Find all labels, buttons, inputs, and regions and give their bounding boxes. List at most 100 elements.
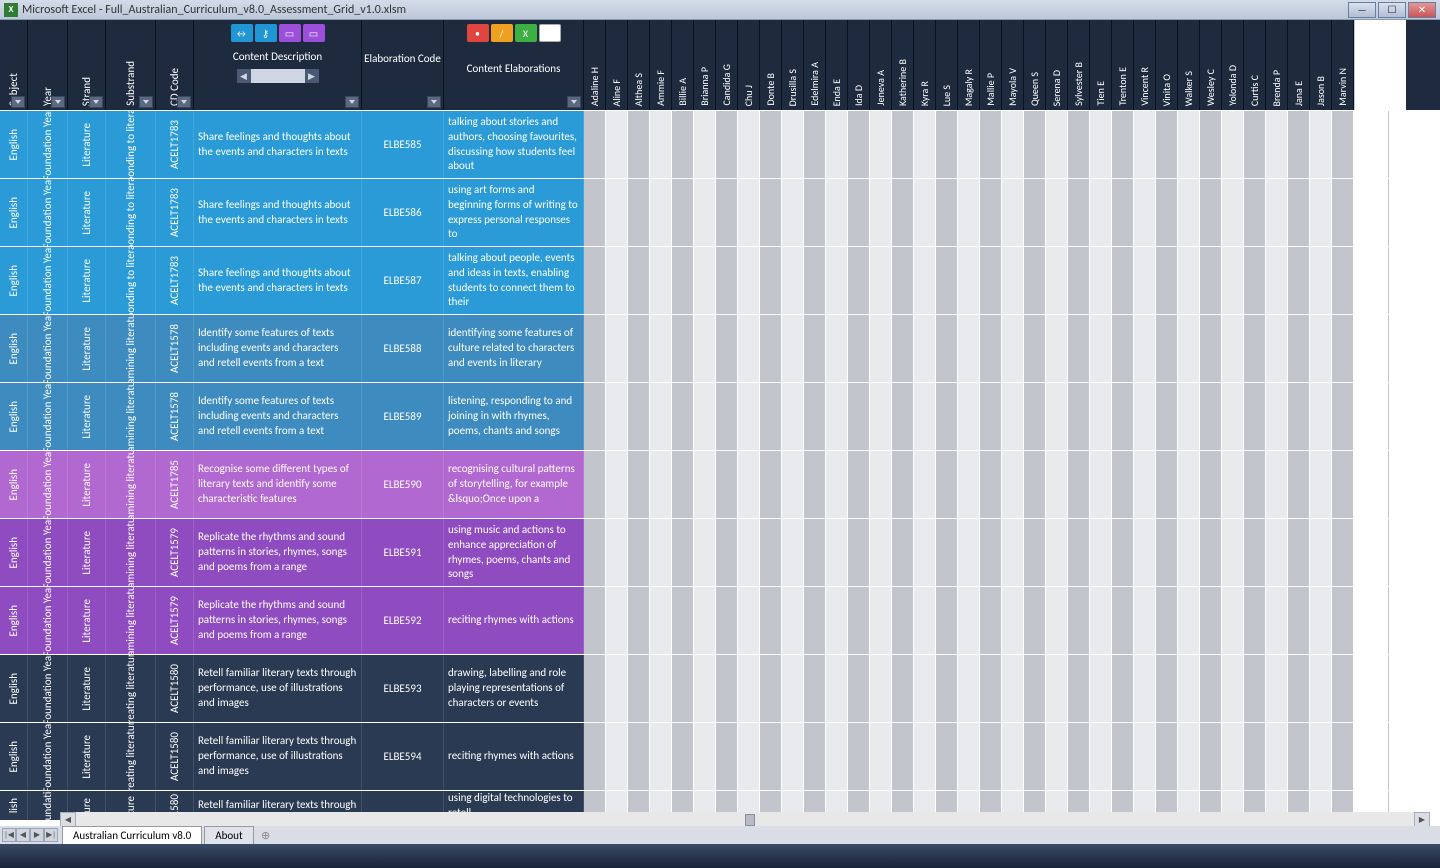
cell[interactable]: Identify some features of texts includin… bbox=[194, 383, 362, 450]
grid-cell[interactable] bbox=[1244, 655, 1266, 722]
grid-cell[interactable] bbox=[672, 519, 694, 586]
grid-cell[interactable] bbox=[1244, 723, 1266, 790]
grid-cell[interactable] bbox=[1156, 383, 1178, 450]
cell[interactable]: identifying some features of culture rel… bbox=[444, 315, 584, 382]
grid-cell[interactable] bbox=[1266, 451, 1288, 518]
grid-cell[interactable] bbox=[1332, 723, 1354, 790]
grid-cell[interactable] bbox=[1090, 519, 1112, 586]
grid-cell[interactable] bbox=[782, 519, 804, 586]
grid-cell[interactable] bbox=[936, 519, 958, 586]
cell[interactable]: ACELT1578 bbox=[156, 383, 194, 450]
student-header[interactable]: Marvin N bbox=[1332, 20, 1354, 110]
cell[interactable]: Literature bbox=[68, 723, 106, 790]
grid-cell[interactable] bbox=[804, 179, 826, 246]
grid-cell[interactable] bbox=[1002, 723, 1024, 790]
grid-cell[interactable] bbox=[584, 655, 606, 722]
grid-cell[interactable] bbox=[716, 315, 738, 382]
cell[interactable]: ELBE590 bbox=[362, 451, 444, 518]
grid-cell[interactable] bbox=[672, 179, 694, 246]
grid-cell[interactable] bbox=[980, 655, 1002, 722]
grid-cell[interactable] bbox=[760, 723, 782, 790]
grid-cell[interactable] bbox=[782, 111, 804, 178]
grid-cell[interactable] bbox=[958, 179, 980, 246]
toolbar-icon[interactable]: • bbox=[467, 24, 489, 42]
slider-control[interactable]: ◀▶ bbox=[237, 69, 319, 83]
grid-cell[interactable] bbox=[804, 111, 826, 178]
grid-cell[interactable] bbox=[1002, 247, 1024, 314]
filter-icon[interactable] bbox=[567, 96, 581, 108]
grid-cell[interactable] bbox=[716, 519, 738, 586]
grid-cell[interactable] bbox=[650, 111, 672, 178]
grid-cell[interactable] bbox=[914, 723, 936, 790]
grid-cell[interactable] bbox=[1310, 723, 1332, 790]
cell[interactable]: Literature bbox=[68, 179, 106, 246]
grid-cell[interactable] bbox=[1288, 111, 1310, 178]
grid-cell[interactable] bbox=[892, 383, 914, 450]
student-header[interactable]: Curtis C bbox=[1244, 20, 1266, 110]
grid-cell[interactable] bbox=[1002, 383, 1024, 450]
cell[interactable]: ELBE586 bbox=[362, 179, 444, 246]
grid-cell[interactable] bbox=[1222, 655, 1244, 722]
grid-cell[interactable] bbox=[848, 723, 870, 790]
grid-cell[interactable] bbox=[650, 451, 672, 518]
grid-cell[interactable] bbox=[958, 315, 980, 382]
student-header[interactable]: Serena D bbox=[1046, 20, 1068, 110]
grid-cell[interactable] bbox=[716, 111, 738, 178]
cell[interactable]: Responding to literature bbox=[106, 247, 156, 314]
grid-cell[interactable] bbox=[1134, 315, 1156, 382]
grid-cell[interactable] bbox=[650, 519, 672, 586]
tab-first-icon[interactable]: |◀ bbox=[2, 828, 16, 842]
minimize-button[interactable]: — bbox=[1348, 2, 1376, 18]
grid-cell[interactable] bbox=[1310, 451, 1332, 518]
grid-cell[interactable] bbox=[628, 723, 650, 790]
grid-cell[interactable] bbox=[826, 247, 848, 314]
grid-cell[interactable] bbox=[738, 111, 760, 178]
grid-cell[interactable] bbox=[826, 179, 848, 246]
grid-cell[interactable] bbox=[628, 383, 650, 450]
grid-cell[interactable] bbox=[1156, 315, 1178, 382]
grid-cell[interactable] bbox=[914, 519, 936, 586]
student-header[interactable]: Walker S bbox=[1178, 20, 1200, 110]
grid-cell[interactable] bbox=[628, 315, 650, 382]
cell[interactable]: Examining literature bbox=[106, 519, 156, 586]
grid-cell[interactable] bbox=[584, 383, 606, 450]
grid-cell[interactable] bbox=[606, 383, 628, 450]
grid-cell[interactable] bbox=[782, 655, 804, 722]
grid-cell[interactable] bbox=[1178, 315, 1200, 382]
cell[interactable]: Literature bbox=[68, 247, 106, 314]
grid-cell[interactable] bbox=[1244, 451, 1266, 518]
grid-cell[interactable] bbox=[1134, 179, 1156, 246]
cell[interactable]: talking about stories and authors, choos… bbox=[444, 111, 584, 178]
grid-cell[interactable] bbox=[848, 655, 870, 722]
grid-cell[interactable] bbox=[782, 587, 804, 654]
grid-cell[interactable] bbox=[1266, 723, 1288, 790]
grid-cell[interactable] bbox=[958, 723, 980, 790]
grid-cell[interactable] bbox=[1134, 247, 1156, 314]
grid-cell[interactable] bbox=[1068, 383, 1090, 450]
grid-cell[interactable] bbox=[1024, 723, 1046, 790]
cell[interactable]: Foundation Year bbox=[28, 519, 68, 586]
cell[interactable]: Literature bbox=[68, 111, 106, 178]
grid-cell[interactable] bbox=[1134, 655, 1156, 722]
grid-cell[interactable] bbox=[760, 247, 782, 314]
grid-cell[interactable] bbox=[958, 111, 980, 178]
grid-cell[interactable] bbox=[1332, 451, 1354, 518]
grid-cell[interactable] bbox=[1200, 655, 1222, 722]
cell[interactable]: Foundation Year bbox=[28, 247, 68, 314]
grid-cell[interactable] bbox=[1244, 111, 1266, 178]
grid-cell[interactable] bbox=[1288, 655, 1310, 722]
toolbar-icon[interactable]: ↔ bbox=[231, 24, 253, 42]
grid-cell[interactable] bbox=[980, 383, 1002, 450]
grid-cell[interactable] bbox=[936, 315, 958, 382]
grid-cell[interactable] bbox=[584, 315, 606, 382]
grid-cell[interactable] bbox=[870, 383, 892, 450]
grid-cell[interactable] bbox=[1332, 111, 1354, 178]
grid-cell[interactable] bbox=[848, 383, 870, 450]
cell[interactable]: English bbox=[0, 383, 28, 450]
cell[interactable]: English bbox=[0, 587, 28, 654]
grid-cell[interactable] bbox=[1112, 247, 1134, 314]
grid-cell[interactable] bbox=[1068, 723, 1090, 790]
grid-cell[interactable] bbox=[870, 655, 892, 722]
filter-icon[interactable] bbox=[139, 96, 153, 108]
grid-cell[interactable] bbox=[1068, 519, 1090, 586]
